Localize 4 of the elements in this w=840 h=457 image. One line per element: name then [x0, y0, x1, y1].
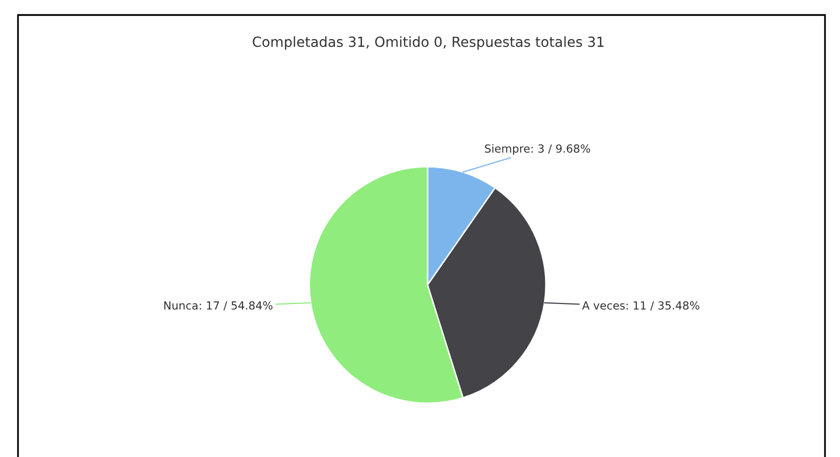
slice-label: Siempre: 3 / 9.68%: [484, 144, 590, 155]
chart-title: Completadas 31, Omitido 0, Respuestas totales 31: [252, 36, 604, 50]
slice-label: Nunca: 17 / 54.84%: [164, 301, 272, 311]
slice-label: A veces: 11 / 35.48%: [582, 301, 700, 311]
